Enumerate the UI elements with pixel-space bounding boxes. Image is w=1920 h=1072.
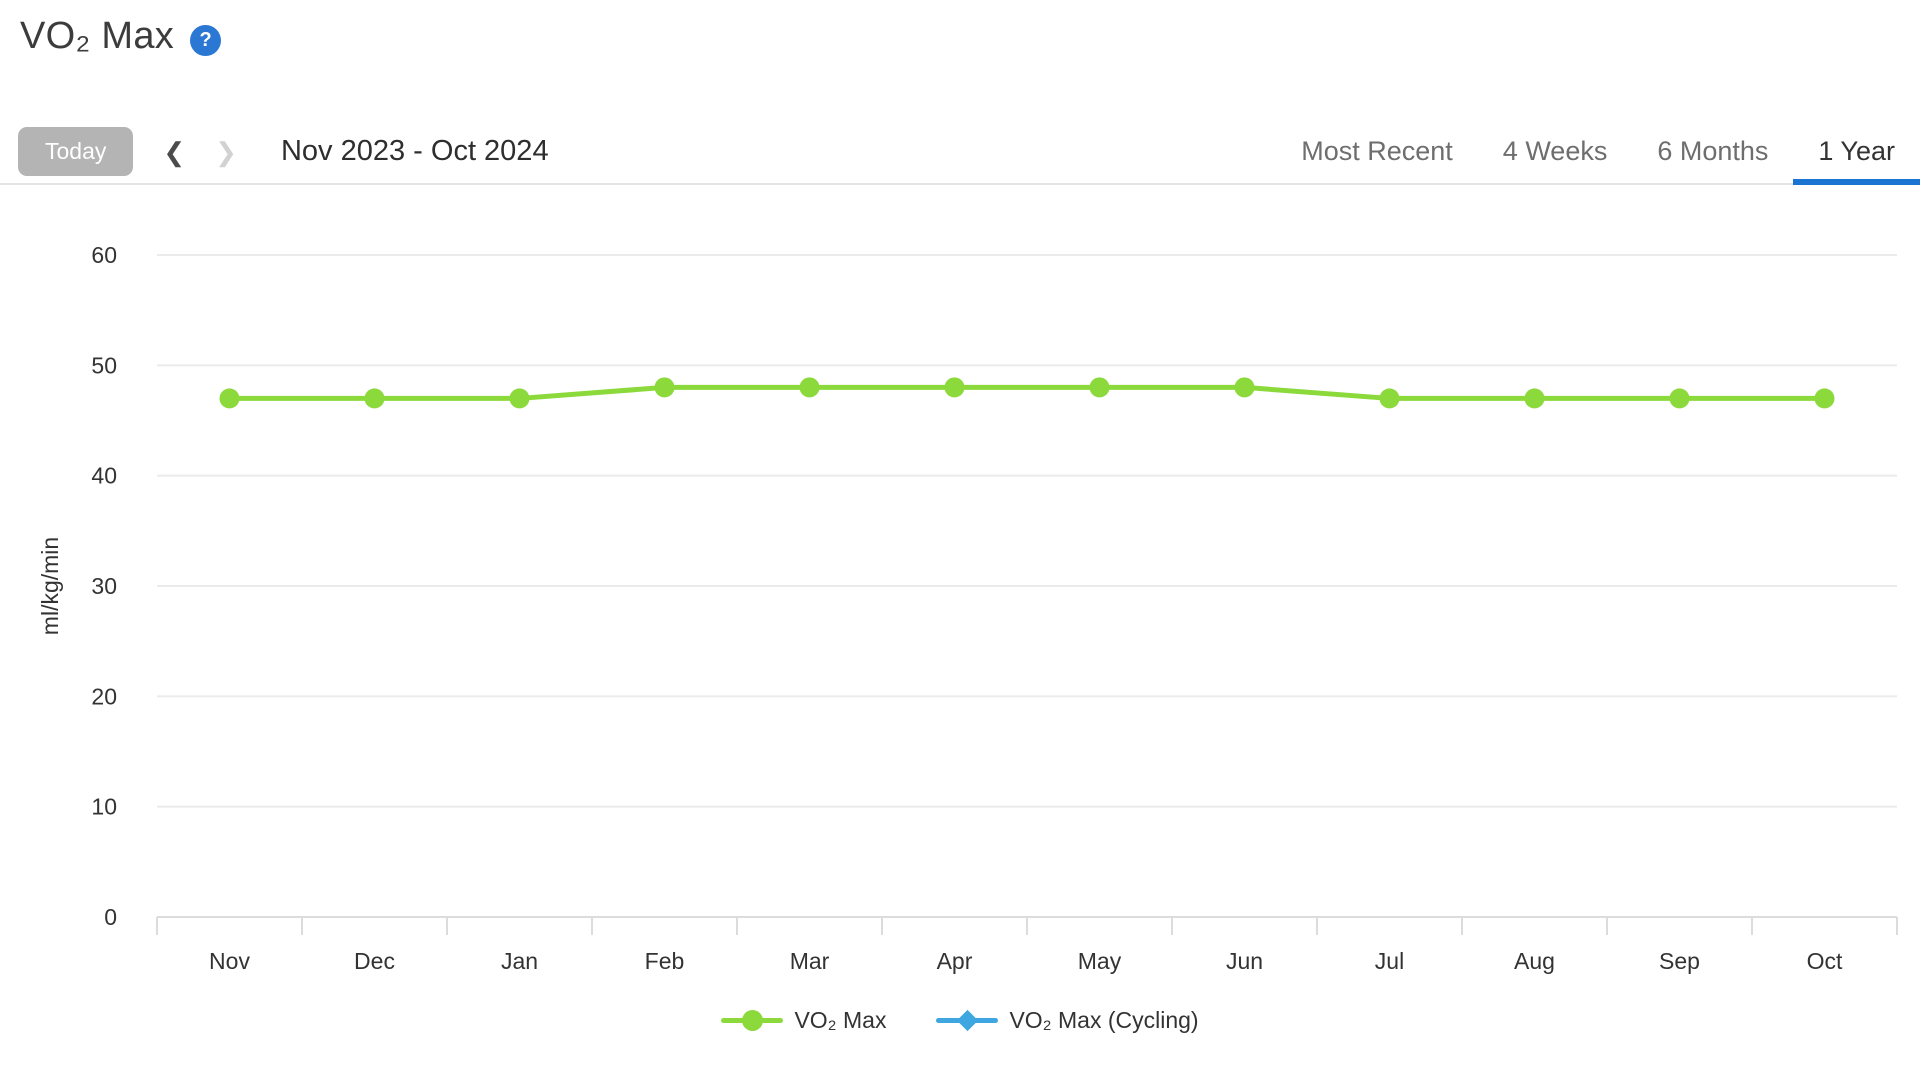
range-tabs: Most Recent 4 Weeks 6 Months 1 Year (1276, 120, 1920, 185)
tab-1-year[interactable]: 1 Year (1793, 120, 1920, 185)
legend-item[interactable]: VO₂ Max (Cycling) (936, 1007, 1199, 1034)
y-tick-label: 10 (91, 794, 117, 820)
circle-marker-icon (721, 1008, 784, 1034)
tab-6-months[interactable]: 6 Months (1657, 136, 1769, 166)
chart-toolbar: Today ❮ ❯ Nov 2023 - Oct 2024 Most Recen… (0, 120, 1920, 185)
month-label: May (1078, 948, 1122, 974)
data-point[interactable] (1669, 388, 1690, 409)
y-tick-label: 0 (104, 904, 117, 930)
data-point[interactable] (1379, 388, 1400, 409)
page-header: VO₂ Max ? (0, 0, 1920, 60)
y-tick-label: 50 (91, 352, 117, 378)
y-tick-label: 20 (91, 683, 117, 709)
chevron-left-icon[interactable]: ❮ (163, 136, 186, 167)
data-point[interactable] (944, 377, 965, 398)
tab-4-weeks[interactable]: 4 Weeks (1502, 136, 1608, 166)
chart-area[interactable]: 0 10 20 30 40 50 60 Nov Dec Jan Feb Mar Apr May Jun Jul… (0, 185, 1920, 1034)
diamond-marker-icon (936, 1008, 999, 1034)
chevron-right-icon[interactable]: ❯ (215, 136, 237, 167)
legend-label: VO₂ Max (Cycling) (1009, 1007, 1199, 1033)
data-point[interactable] (219, 388, 240, 409)
data-point[interactable] (654, 377, 675, 398)
y-tick-label: 60 (91, 242, 117, 268)
today-button[interactable]: Today (18, 127, 134, 176)
data-point[interactable] (799, 377, 820, 398)
y-tick-label: 40 (91, 463, 117, 489)
y-axis-label: ml/kg/min (37, 537, 63, 635)
month-label: Oct (1807, 948, 1843, 974)
month-label: Aug (1514, 948, 1555, 974)
month-label: Nov (209, 948, 250, 974)
month-label: Jun (1226, 948, 1263, 974)
data-point[interactable] (509, 388, 530, 409)
data-point[interactable] (1089, 377, 1110, 398)
data-point[interactable] (1234, 377, 1255, 398)
help-icon[interactable]: ? (190, 24, 222, 56)
y-tick-label: 30 (91, 573, 117, 599)
data-point[interactable] (364, 388, 385, 409)
vo2max-line-chart[interactable]: 0 10 20 30 40 50 60 Nov Dec Jan Feb Mar Apr May Jun Jul… (0, 185, 1920, 997)
page-title: VO₂ Max (20, 14, 175, 57)
month-label: Jul (1375, 948, 1404, 974)
data-point[interactable] (1524, 388, 1545, 409)
month-label: Sep (1659, 948, 1700, 974)
month-label: Mar (790, 948, 830, 974)
month-label: Feb (645, 948, 685, 974)
data-point[interactable] (1814, 388, 1835, 409)
date-range-label: Nov 2023 - Oct 2024 (280, 135, 549, 167)
tab-most-recent[interactable]: Most Recent (1301, 136, 1453, 166)
legend-item[interactable]: VO₂ Max (721, 1007, 886, 1034)
month-label: Apr (937, 948, 973, 974)
chart-legend: VO₂ Max VO₂ Max (Cycling) (0, 1007, 1920, 1034)
legend-label: VO₂ Max (794, 1007, 887, 1033)
month-label: Jan (501, 948, 538, 974)
series-line (227, 384, 1827, 401)
month-label: Dec (354, 948, 395, 974)
